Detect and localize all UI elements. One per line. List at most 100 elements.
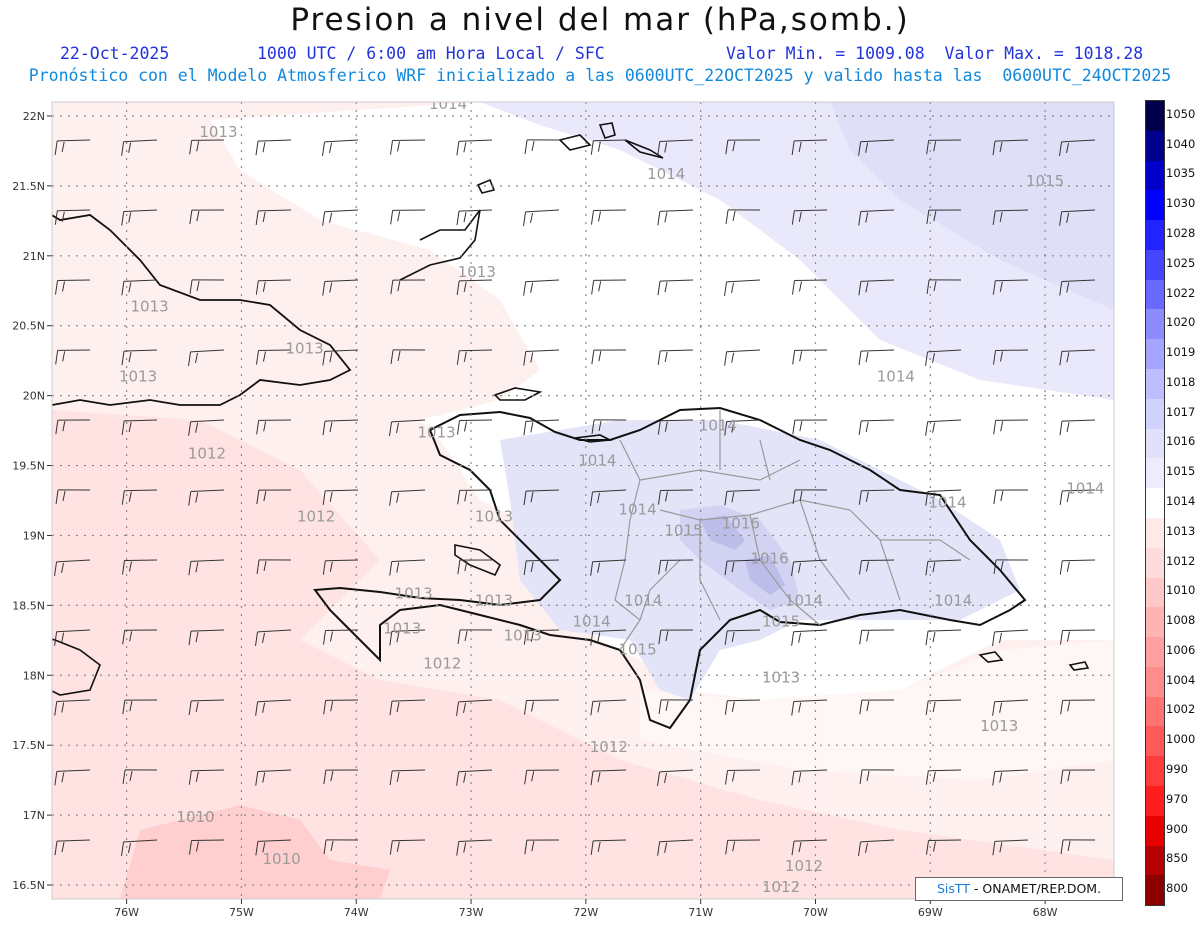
color-scale-label: 1035 (1166, 166, 1196, 181)
wind-barb (524, 139, 560, 155)
wind-barb (858, 419, 895, 435)
wind-barb (590, 769, 627, 786)
lon-tick-label: 76W (114, 906, 139, 919)
wind-barb (121, 349, 158, 366)
color-scale-segment (1146, 279, 1164, 310)
wind-barb (791, 559, 828, 577)
wind-barb (457, 559, 493, 575)
wind-barb (389, 629, 426, 646)
wind-barb (189, 139, 225, 155)
wind-barb (724, 769, 761, 785)
wind-barb (188, 419, 225, 436)
isobar-label: 1014 (573, 612, 611, 630)
isobar-label: 1012 (297, 507, 335, 525)
wind-barb (658, 629, 694, 645)
lon-tick-label: 70W (803, 906, 828, 919)
color-scale-label: 1000 (1166, 732, 1196, 747)
plot-frame (51, 101, 1115, 900)
isobar-label: 1016 (722, 514, 760, 532)
isobar-label: 1014 (578, 452, 616, 470)
color-scale-segment (1146, 726, 1164, 757)
color-scale-segment (1146, 577, 1164, 608)
pressure-shading-1014-south (640, 640, 1114, 780)
lat-tick-label: 19N (23, 529, 45, 542)
wind-barb (925, 769, 962, 785)
wind-barb (590, 629, 627, 646)
wind-barb (121, 209, 158, 226)
coastline-cuba (52, 214, 352, 406)
color-scale-segment (1146, 785, 1164, 816)
wind-barb (657, 769, 694, 787)
lat-tick-label: 19.5N (12, 460, 45, 473)
color-scale-label: 1012 (1166, 553, 1196, 568)
wind-barb (1060, 769, 1096, 785)
lat-tick-label: 17.5N (12, 739, 45, 752)
wind-barb (858, 279, 895, 296)
wind-barb (992, 279, 1029, 295)
lon-tick-label: 74W (344, 906, 369, 919)
wind-barb (992, 349, 1029, 365)
wind-barb (456, 839, 493, 856)
lon-tick-label: 72W (573, 906, 598, 919)
lat-tick-label: 16.5N (12, 879, 45, 892)
lat-tick-label: 18.5N (12, 599, 45, 612)
wind-barb (926, 139, 962, 155)
lon-tick-label: 68W (1033, 906, 1058, 919)
wind-barb (255, 349, 292, 365)
isobar-label: 1012 (188, 445, 226, 463)
color-scale-segment (1146, 547, 1164, 578)
wind-barb (54, 839, 91, 856)
wind-barb (255, 139, 292, 156)
wind-barb (791, 699, 828, 716)
wind-barb (925, 349, 962, 367)
wind-barb (256, 559, 292, 575)
wind-barb (1059, 489, 1096, 505)
isobar-label: 1010 (263, 850, 301, 868)
wind-barb (1059, 419, 1096, 436)
wind-barb (858, 139, 895, 156)
wind-barb (255, 209, 292, 225)
color-scale-segment (1146, 488, 1164, 518)
credit-box: SisTT - ONAMET/REP.DOM. (915, 877, 1123, 901)
isobar-label: 1013 (199, 123, 237, 141)
color-scale-label: 1006 (1166, 642, 1196, 657)
wind-barb (1060, 839, 1096, 855)
color-scale-label: 990 (1166, 762, 1188, 776)
wind-barb (322, 489, 359, 505)
wind-barb (725, 839, 761, 855)
wind-barb (255, 279, 292, 295)
wind-barb (590, 699, 627, 716)
color-scale-segment (1146, 309, 1164, 340)
wind-barb (322, 279, 359, 296)
wind-barb (456, 139, 493, 156)
wind-barb (322, 559, 359, 575)
credit-text: - ONAMET/REP.DOM. (973, 881, 1102, 896)
wind-barb (322, 629, 359, 645)
wind-barb (255, 839, 292, 856)
wind-barb (54, 279, 91, 295)
wind-barb (256, 419, 292, 435)
wind-barb (590, 559, 627, 576)
isobar-label: 1014 (429, 95, 467, 113)
wind-barb (121, 489, 158, 505)
wind-barb (456, 279, 493, 295)
time-label: 1000 UTC / 6:00 am Hora Local / SFC (257, 44, 605, 63)
date-label: 22-Oct-2025 (60, 44, 170, 63)
lat-tick-label: 17N (23, 809, 45, 822)
wind-barb (791, 839, 828, 856)
wind-barb (122, 769, 158, 785)
wind-barb (389, 139, 426, 155)
wind-barb (859, 629, 895, 645)
lat-tick-label: 18N (23, 669, 45, 682)
wind-barb (524, 839, 560, 855)
wind-barb (724, 629, 761, 645)
color-scale-label: 1025 (1166, 255, 1196, 270)
wind-barb (859, 769, 895, 785)
wind-barb (322, 349, 359, 366)
wind-barb (792, 489, 828, 505)
isobar-label: 1015 (618, 640, 656, 658)
wind-barb (925, 489, 962, 506)
wind-barb (657, 839, 694, 856)
color-scale-label: 1013 (1166, 523, 1196, 538)
wind-barb (322, 419, 359, 436)
